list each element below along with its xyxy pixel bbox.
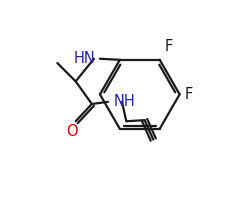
Text: NH: NH xyxy=(113,94,135,109)
Text: HN: HN xyxy=(73,51,95,66)
Text: F: F xyxy=(184,87,192,102)
Text: O: O xyxy=(66,124,77,139)
Text: F: F xyxy=(164,39,173,54)
